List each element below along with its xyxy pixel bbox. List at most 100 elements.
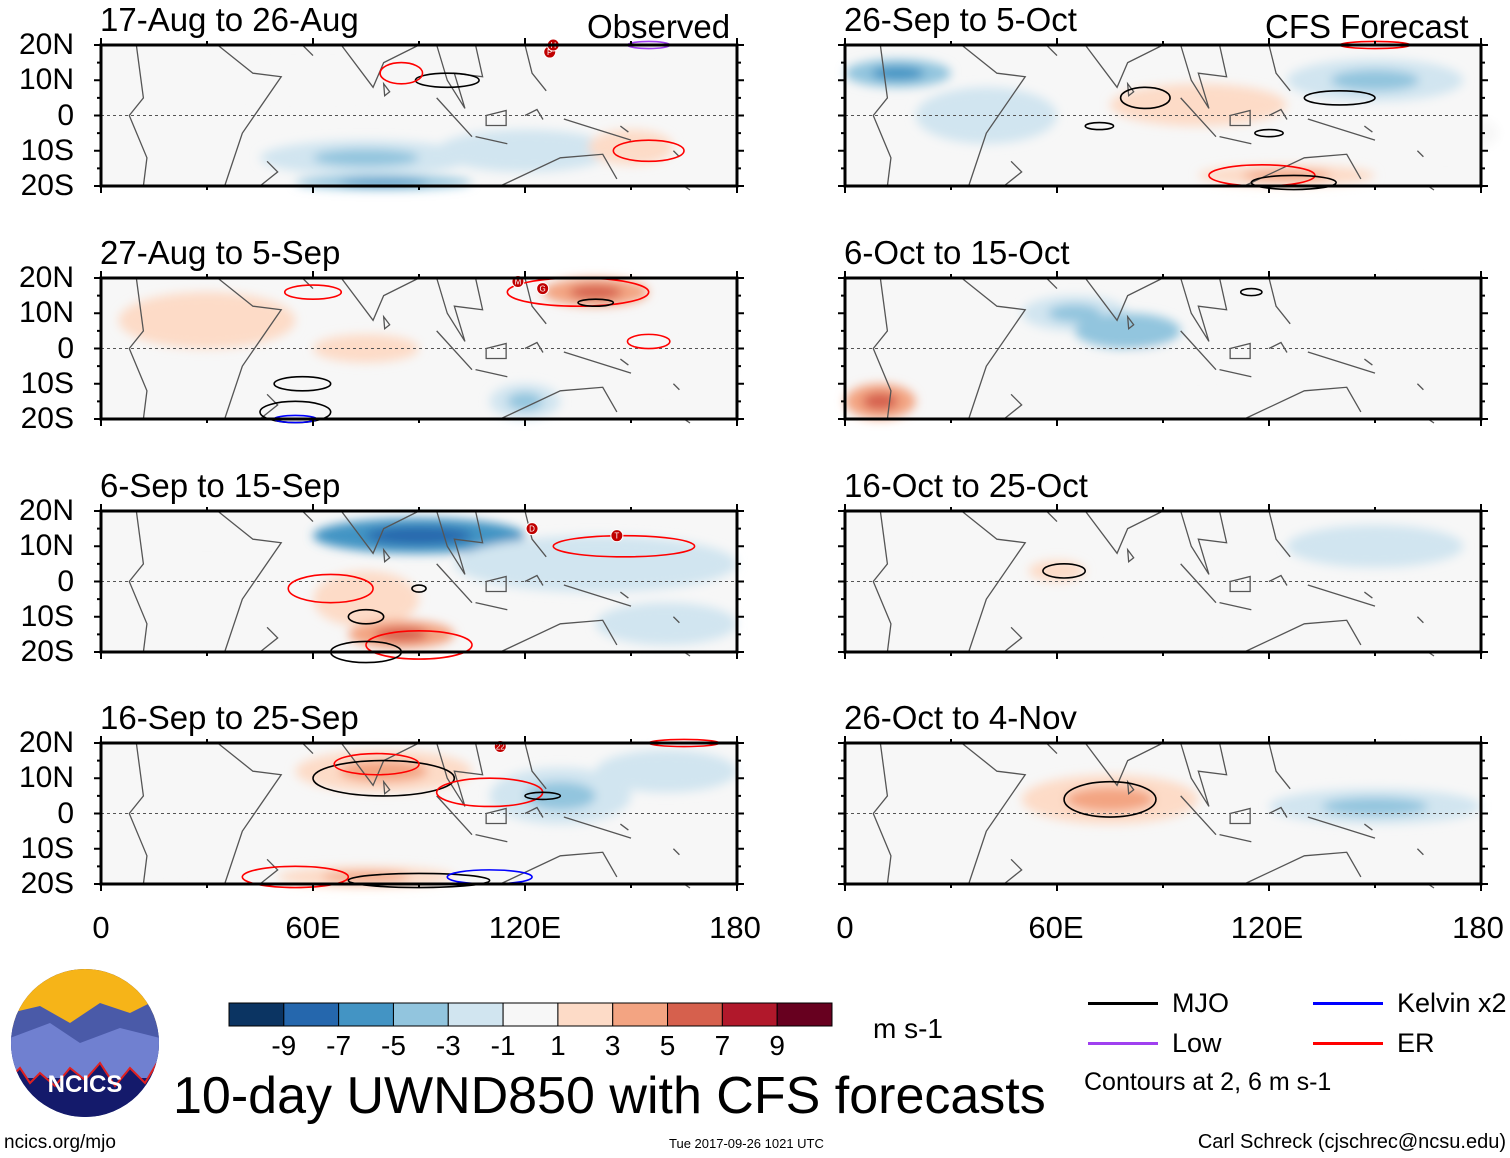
legend-label: MJO [1172,988,1229,1018]
legend-label: ER [1397,1028,1435,1058]
anomaly-core [339,760,428,782]
coastlines [128,44,691,191]
colorbar-tick-label: 1 [550,1030,566,1061]
storm-label: M [515,278,522,287]
y-tick-label: 10N [18,296,74,330]
y-tick-label: 10S [20,133,74,167]
mjo-contour [312,759,456,797]
anomaly-core [366,526,472,545]
coastlines [872,44,1435,191]
anomaly-region [1392,111,1499,155]
panel-title: 26-Oct to 4-Nov [844,699,1077,736]
coastlines [128,277,691,424]
panel-title: 6-Oct to 15-Oct [844,234,1070,271]
anomaly-core [1048,304,1102,323]
mjo-contour [1250,174,1337,191]
anomaly-region [542,69,720,105]
colorbar-tick-label: 5 [659,1030,676,1061]
anomaly-region [118,292,296,349]
anomaly-region [595,750,737,793]
map-panel [838,736,1488,891]
x-tick-right: 0 [836,910,854,945]
y-tick-label: 20S [20,169,74,202]
anomaly-core [569,285,623,300]
colorbar-swatch [392,1002,449,1027]
x-tick-left: 0 [92,910,110,945]
y-tick-label: 10S [20,831,74,865]
colorbar-tick-label: -3 [435,1030,461,1061]
er-contour [283,284,343,300]
anomaly-region [118,831,225,867]
panel-title: 6-Sep to 15-Sep [100,467,341,504]
anomaly-region [859,560,902,589]
anomaly-region [595,602,737,645]
map-panel: PH [94,38,744,193]
anomaly-core [1322,797,1428,816]
panel-title: 16-Sep to 25-Sep [100,699,359,736]
panel-title: 26-Sep to 5-Oct [844,1,1077,38]
map-panel: MG [94,271,744,426]
anomaly-core [871,66,925,81]
colorbar-swatch [557,1002,614,1027]
y-tick-label: 10N [18,529,74,563]
anomaly-region [1110,83,1287,127]
panel-title: 16-Oct to 25-Oct [844,467,1088,504]
mjo-contour [524,791,562,801]
map-panel [838,271,1488,426]
map-panel [838,38,1499,193]
observed-label: Observed [587,8,731,45]
anomaly-core [507,392,543,411]
colorbar-swatch [721,1002,778,1027]
er-contour [612,139,685,163]
colorbar-swatch [228,1002,285,1027]
anomaly-region [1021,592,1305,628]
site-link[interactable]: ncics.org/mjo [4,1132,116,1153]
anomaly-region [915,87,1057,144]
anomaly-region [1357,746,1464,775]
storm-label: P [547,48,552,57]
coastlines [872,277,1435,424]
mjo-contour [411,584,427,593]
storm-label: 22 [496,743,505,752]
legend-label: Low [1172,1028,1222,1058]
legend-line-icon [1313,1002,1383,1005]
y-tick-label: 0 [57,331,74,365]
colorbar-swatch [612,1002,669,1027]
anomaly-region [595,344,737,388]
anomaly-region [1339,281,1481,310]
ncics-logo: NCICS [11,969,159,1117]
colorbar-swatch [338,1002,394,1027]
anomaly-region [454,535,737,593]
anomaly-core [1101,322,1155,340]
legend-item: Kelvin x2 [1313,988,1507,1019]
anomaly-region [436,129,614,172]
legend-label: Kelvin x2 [1397,988,1507,1018]
legend-line-icon [1088,1042,1158,1045]
mjo-contour [1063,780,1157,818]
x-tick-left: 180 [709,910,761,945]
contour-note: Contours at 2, 6 m s-1 [1084,1068,1332,1096]
y-tick-label: 20S [20,635,74,668]
legend-item: MJO [1088,988,1229,1019]
er-contour [333,752,420,776]
author: Carl Schreck (cjschrec@ncsu.edu) [1197,1131,1506,1153]
storm-label: T [614,532,619,541]
anomaly-region [101,563,313,635]
coastlines [872,742,1435,889]
x-tick-right: 180 [1452,910,1504,945]
anomaly-core [862,392,898,411]
colorbar-units: m s-1 [873,1013,943,1044]
legend-item: Low [1088,1028,1222,1059]
coastlines [128,742,691,889]
y-tick-label: 20S [20,402,74,435]
anomaly-region [1028,560,1086,582]
colorbar-tick-label: -1 [490,1030,516,1061]
er-contour [287,573,374,604]
y-tick-label: 10S [20,366,74,400]
anomaly-region [383,295,525,331]
mjo-contour [347,608,385,625]
coastlines [128,510,691,657]
anomaly-core [313,148,419,167]
x-tick-right: 60E [1028,910,1084,945]
y-tick-label: 0 [57,796,74,830]
